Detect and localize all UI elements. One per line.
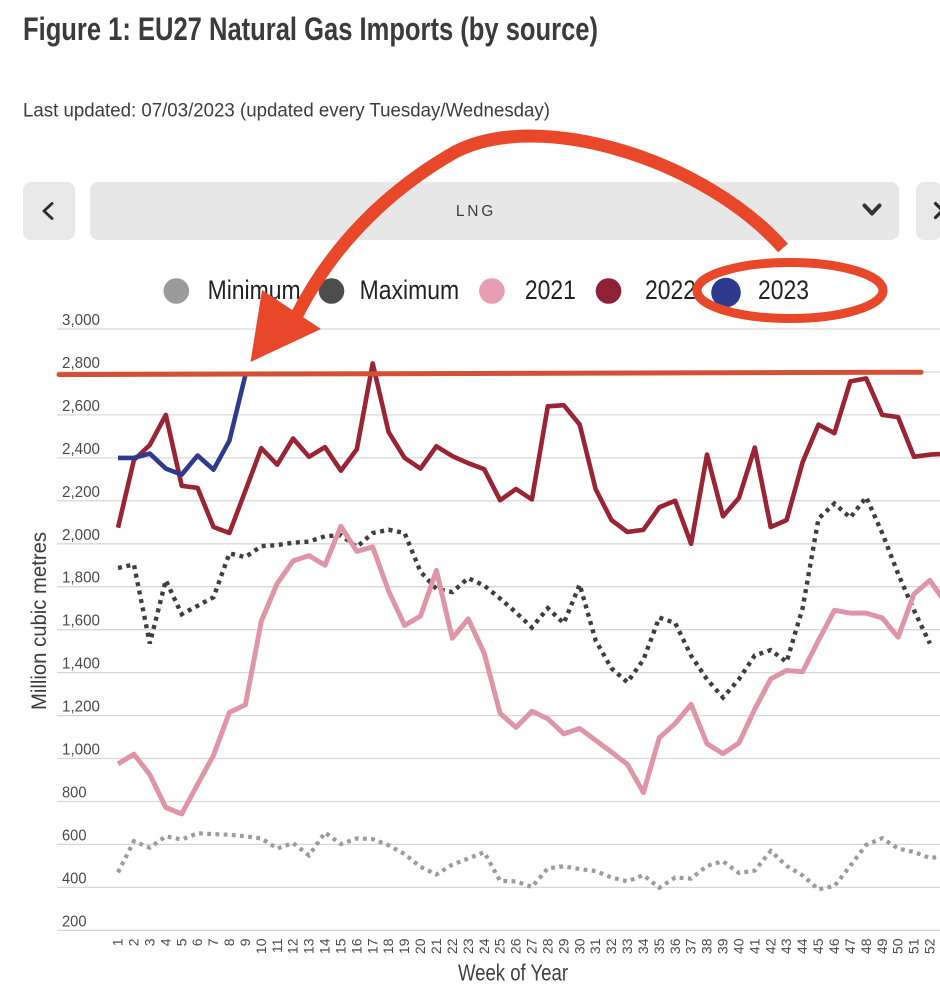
svg-text:39: 39 bbox=[715, 938, 731, 954]
svg-text:30: 30 bbox=[571, 938, 587, 954]
svg-text:1,600: 1,600 bbox=[62, 613, 100, 630]
svg-text:2: 2 bbox=[126, 938, 142, 946]
svg-text:17: 17 bbox=[364, 938, 380, 954]
svg-text:1,800: 1,800 bbox=[62, 570, 100, 587]
svg-text:41: 41 bbox=[746, 938, 762, 954]
svg-text:2,600: 2,600 bbox=[62, 398, 100, 415]
svg-text:1,400: 1,400 bbox=[62, 656, 100, 673]
svg-text:34: 34 bbox=[635, 938, 651, 954]
svg-text:46: 46 bbox=[826, 938, 842, 954]
svg-text:47: 47 bbox=[842, 938, 858, 954]
svg-text:14: 14 bbox=[317, 938, 333, 954]
svg-text:600: 600 bbox=[62, 827, 87, 844]
svg-text:2021: 2021 bbox=[525, 275, 576, 305]
svg-text:51: 51 bbox=[906, 938, 922, 954]
svg-text:2023: 2023 bbox=[758, 275, 809, 305]
svg-text:43: 43 bbox=[778, 938, 794, 954]
svg-text:44: 44 bbox=[794, 938, 810, 954]
svg-text:19: 19 bbox=[396, 938, 412, 954]
svg-text:32: 32 bbox=[603, 938, 619, 954]
svg-text:27: 27 bbox=[524, 938, 540, 954]
svg-text:4: 4 bbox=[157, 938, 173, 946]
svg-text:20: 20 bbox=[412, 938, 428, 954]
svg-text:5: 5 bbox=[173, 938, 189, 946]
svg-text:3,000: 3,000 bbox=[62, 312, 100, 329]
svg-text:1,200: 1,200 bbox=[62, 699, 100, 716]
svg-text:35: 35 bbox=[651, 938, 667, 954]
svg-text:40: 40 bbox=[731, 938, 747, 954]
svg-text:9: 9 bbox=[237, 938, 253, 946]
svg-text:2,000: 2,000 bbox=[62, 527, 100, 544]
svg-text:2,400: 2,400 bbox=[62, 441, 100, 458]
svg-text:31: 31 bbox=[587, 938, 603, 954]
svg-text:1,000: 1,000 bbox=[62, 742, 100, 759]
svg-text:8: 8 bbox=[221, 938, 237, 946]
svg-text:36: 36 bbox=[667, 938, 683, 954]
svg-text:1: 1 bbox=[110, 938, 126, 946]
svg-text:10: 10 bbox=[253, 938, 269, 954]
svg-text:15: 15 bbox=[333, 938, 349, 954]
svg-text:33: 33 bbox=[619, 938, 635, 954]
svg-text:2,800: 2,800 bbox=[62, 355, 100, 372]
svg-text:11: 11 bbox=[269, 938, 285, 953]
svg-text:800: 800 bbox=[62, 785, 87, 802]
svg-text:Last updated: 07/03/2023 (upda: Last updated: 07/03/2023 (updated every … bbox=[23, 100, 550, 122]
svg-text:Figure 1: EU27 Natural Gas Imp: Figure 1: EU27 Natural Gas Imports (by s… bbox=[23, 11, 598, 47]
svg-text:12: 12 bbox=[285, 938, 301, 954]
svg-text:48: 48 bbox=[858, 938, 874, 954]
svg-text:42: 42 bbox=[762, 938, 778, 954]
svg-text:6: 6 bbox=[189, 938, 205, 946]
svg-text:52: 52 bbox=[922, 938, 938, 954]
svg-text:28: 28 bbox=[539, 938, 555, 954]
svg-text:16: 16 bbox=[348, 938, 364, 954]
svg-text:25: 25 bbox=[492, 938, 508, 954]
svg-text:24: 24 bbox=[476, 938, 492, 954]
svg-text:21: 21 bbox=[428, 938, 444, 954]
svg-text:3: 3 bbox=[141, 938, 157, 946]
svg-text:200: 200 bbox=[62, 913, 87, 930]
svg-text:Week of Year: Week of Year bbox=[458, 960, 568, 986]
svg-text:2022: 2022 bbox=[645, 275, 696, 305]
svg-text:Maximum: Maximum bbox=[360, 275, 460, 305]
svg-text:49: 49 bbox=[874, 938, 890, 954]
svg-text:37: 37 bbox=[683, 938, 699, 954]
svg-text:26: 26 bbox=[508, 938, 524, 954]
svg-text:29: 29 bbox=[555, 938, 571, 954]
svg-text:13: 13 bbox=[301, 938, 317, 954]
svg-text:7: 7 bbox=[205, 938, 221, 946]
svg-text:22: 22 bbox=[444, 938, 460, 954]
svg-text:38: 38 bbox=[699, 938, 715, 954]
svg-text:LNG: LNG bbox=[456, 203, 496, 220]
svg-text:23: 23 bbox=[460, 938, 476, 954]
svg-text:Minimum: Minimum bbox=[208, 275, 301, 305]
svg-text:400: 400 bbox=[62, 870, 87, 887]
svg-text:Million cubic metres: Million cubic metres bbox=[28, 532, 51, 710]
svg-text:50: 50 bbox=[890, 938, 906, 954]
svg-text:45: 45 bbox=[810, 938, 826, 954]
svg-text:2,200: 2,200 bbox=[62, 484, 100, 501]
svg-text:18: 18 bbox=[380, 938, 396, 954]
